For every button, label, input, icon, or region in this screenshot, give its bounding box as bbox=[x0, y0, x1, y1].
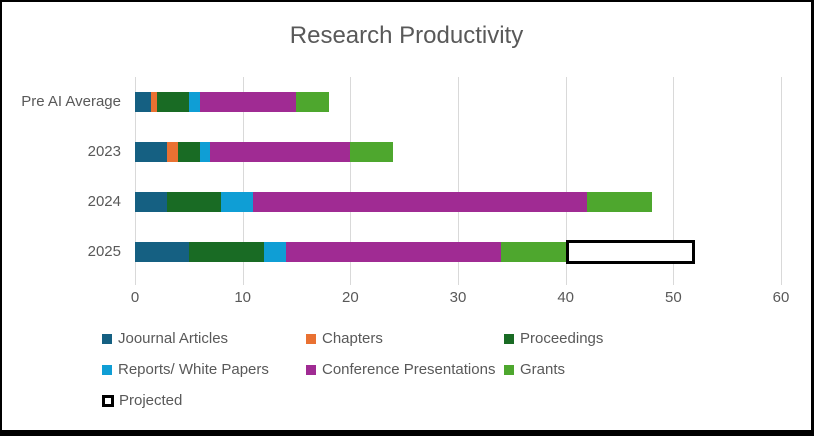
legend-item-conference-presentations[interactable]: Conference Presentations bbox=[306, 361, 504, 378]
category-axis: Pre AI Average 2023 2024 2025 bbox=[2, 77, 127, 285]
legend-swatch-icon bbox=[102, 394, 114, 407]
bar-segment-joournal-articles[interactable] bbox=[135, 242, 189, 262]
gridline bbox=[135, 77, 136, 285]
legend-row: Joournal Articles Chapters Proceedings bbox=[102, 330, 603, 347]
bar-segment-chapters[interactable] bbox=[167, 142, 179, 162]
value-axis: 0 10 20 30 40 50 60 bbox=[131, 289, 790, 309]
bar-segment-joournal-articles[interactable] bbox=[135, 92, 152, 112]
legend-item-joournal-articles[interactable]: Joournal Articles bbox=[102, 330, 306, 347]
bar-row-2023 bbox=[135, 140, 394, 164]
legend-label: Grants bbox=[520, 361, 566, 378]
legend-swatch-icon bbox=[504, 333, 514, 344]
legend-swatch-icon bbox=[504, 364, 514, 375]
legend-label: Chapters bbox=[322, 330, 383, 347]
legend-label: Conference Presentations bbox=[322, 361, 496, 378]
bar-segment-reports-white-papers[interactable] bbox=[221, 192, 254, 212]
gridline bbox=[242, 77, 244, 285]
legend-item-chapters[interactable]: Chapters bbox=[306, 330, 504, 347]
gridline bbox=[458, 77, 459, 285]
bar-segment-reports-white-papers[interactable] bbox=[199, 142, 211, 162]
legend-item-projected[interactable]: Projected bbox=[102, 392, 306, 409]
legend-row: Reports/ White Papers Conference Presenta… bbox=[102, 361, 603, 378]
category-label-pre-ai-average: Pre AI Average bbox=[21, 93, 121, 110]
gridline bbox=[350, 77, 352, 285]
legend-label: Reports/ White Papers bbox=[118, 361, 269, 378]
x-tick-label-50: 50 bbox=[664, 289, 682, 306]
bar-row-pre-ai-average bbox=[135, 90, 329, 114]
bar-segment-grants[interactable] bbox=[350, 142, 394, 162]
bar-segment-joournal-articles[interactable] bbox=[135, 142, 168, 162]
bar-row-2024 bbox=[135, 190, 652, 214]
x-tick-label-60: 60 bbox=[772, 289, 790, 306]
bar-row-2025 bbox=[135, 240, 695, 264]
bar-segment-projected[interactable] bbox=[565, 240, 695, 264]
bar-segment-proceedings[interactable] bbox=[156, 92, 189, 112]
category-label-2024: 2024 bbox=[87, 193, 121, 210]
x-tick-label-20: 20 bbox=[341, 289, 359, 306]
legend-swatch-icon bbox=[306, 364, 316, 375]
category-label-2025: 2025 bbox=[87, 243, 121, 260]
gridline bbox=[673, 77, 675, 285]
bar-segment-grants[interactable] bbox=[296, 92, 329, 112]
bar-segment-reports-white-papers[interactable] bbox=[264, 242, 286, 262]
bar-segment-conference-presentations[interactable] bbox=[253, 192, 588, 212]
bar-segment-reports-white-papers[interactable] bbox=[188, 92, 200, 112]
x-tick-label-40: 40 bbox=[557, 289, 574, 306]
bar-segment-proceedings[interactable] bbox=[188, 242, 265, 262]
x-tick-label-10: 10 bbox=[234, 289, 251, 306]
x-tick-label-0: 0 bbox=[130, 289, 140, 306]
bar-segment-conference-presentations[interactable] bbox=[285, 242, 502, 262]
bar-segment-conference-presentations[interactable] bbox=[199, 92, 297, 112]
legend-row: Projected bbox=[102, 392, 603, 409]
x-tick-label-30: 30 bbox=[449, 289, 467, 306]
legend-swatch-icon bbox=[102, 333, 112, 344]
legend-item-grants[interactable]: Grants bbox=[504, 361, 603, 378]
legend-item-proceedings[interactable]: Proceedings bbox=[504, 330, 603, 347]
legend-label: Projected bbox=[119, 392, 183, 409]
legend-label: Proceedings bbox=[520, 330, 604, 347]
category-label-2023: 2023 bbox=[87, 143, 121, 160]
bar-segment-grants[interactable] bbox=[587, 192, 652, 212]
bar-segment-joournal-articles[interactable] bbox=[135, 192, 168, 212]
bar-segment-chapters[interactable] bbox=[151, 92, 157, 112]
bar-segment-conference-presentations[interactable] bbox=[210, 142, 351, 162]
gridline bbox=[781, 77, 782, 285]
legend-swatch-icon bbox=[102, 364, 112, 375]
chart-title: Research Productivity bbox=[289, 22, 524, 49]
bar-segment-proceedings[interactable] bbox=[167, 192, 222, 212]
bar-segment-grants[interactable] bbox=[501, 242, 566, 262]
legend-item-reports-white-papers[interactable]: Reports/ White Papers bbox=[102, 361, 306, 378]
legend-swatch-icon bbox=[306, 333, 316, 344]
legend: Joournal Articles Chapters Proceedings Repo… bbox=[102, 330, 603, 423]
plot-area bbox=[135, 77, 782, 285]
legend-label: Joournal Articles bbox=[118, 330, 229, 347]
bar-segment-proceedings[interactable] bbox=[178, 142, 200, 162]
gridline bbox=[565, 77, 567, 285]
